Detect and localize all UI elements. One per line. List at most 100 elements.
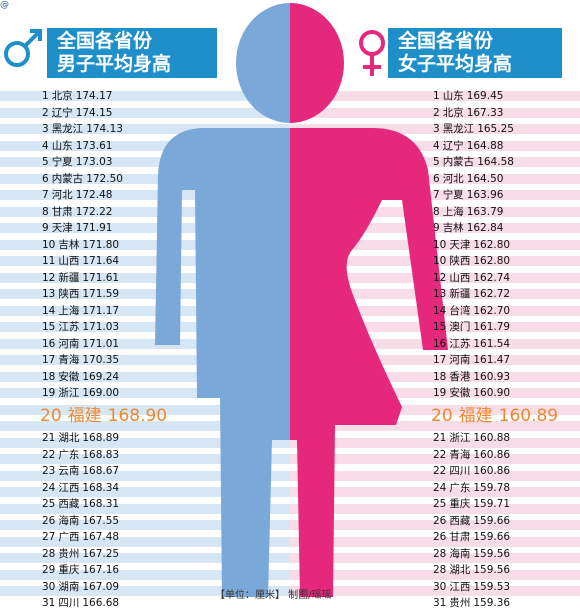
male-row-stripe [0, 157, 290, 167]
height-value: 171.03 [82, 321, 120, 333]
male-rank-row: 16 河南 171.01 [42, 338, 122, 350]
province-name: 江苏 [449, 337, 471, 350]
province-name: 澳门 [449, 321, 471, 333]
male-rank-row: 11 山西 171.64 [42, 255, 122, 267]
height-value: 162.84 [466, 222, 504, 234]
female-rank-row: 22 四川 160.86 [433, 465, 513, 477]
province-name: 湖北 [58, 432, 80, 444]
province-name: 安徽 [449, 387, 471, 399]
rank-number: 21 [42, 432, 56, 444]
male-row-stripe [0, 305, 290, 316]
rank-number: 16 [433, 337, 447, 350]
female-rank-row: 6 河北 164.50 [433, 173, 506, 185]
province-name: 陕西 [58, 288, 80, 300]
male-rank-row: 3 黑龙江 174.13 [42, 123, 126, 135]
male-row-stripe [0, 536, 290, 547]
female-row-stripe [290, 487, 580, 497]
rank-number: 10 [433, 238, 447, 251]
province-name: 河南 [449, 354, 471, 366]
height-value: 167.16 [82, 564, 120, 576]
height-value: 168.34 [82, 481, 120, 494]
height-value: 171.80 [82, 238, 120, 251]
height-value: 160.88 [473, 432, 511, 444]
height-value: 170.35 [82, 354, 120, 366]
rank-number: 26 [42, 514, 56, 527]
rank-number: 3 [433, 123, 440, 135]
height-value: 169.45 [466, 90, 504, 102]
rank-number: 24 [42, 481, 56, 494]
rank-number: 16 [42, 337, 56, 350]
height-value: 173.03 [75, 156, 113, 168]
male-header: 全国各省份 男子平均身高 [47, 28, 217, 78]
female-row-stripe [290, 503, 580, 514]
female-rank-row: 14 台湾 162.70 [433, 305, 513, 317]
female-row-stripe [290, 371, 580, 382]
male-row-stripe [0, 107, 290, 118]
height-value: 169.00 [82, 387, 120, 399]
female-rank-row: 17 河南 161.47 [433, 354, 513, 366]
province-name: 青海 [449, 448, 471, 461]
female-row-stripe [290, 520, 580, 530]
female-row-stripe [290, 553, 580, 563]
male-rank-row: 1 北京 174.17 [42, 90, 115, 102]
rank-number: 13 [433, 288, 447, 300]
rank-number: 31 [42, 597, 56, 608]
rank-number: 12 [433, 271, 447, 284]
height-value: 162.70 [473, 304, 511, 317]
height-value: 168.67 [82, 465, 120, 477]
male-row-stripe [0, 239, 290, 250]
male-rank-row: 22 广东 168.83 [42, 449, 122, 461]
province-name: 北京 [442, 106, 464, 119]
female-rank-row: 7 宁夏 163.96 [433, 189, 506, 201]
province-name: 福建 [67, 405, 102, 426]
province-name: 上海 [442, 205, 464, 218]
province-name: 陕西 [449, 255, 471, 267]
male-row-stripe [0, 586, 290, 596]
male-rank-row: 25 西藏 168.31 [42, 498, 122, 510]
female-rank-row: 10 天津 162.80 [433, 239, 513, 251]
female-row-stripe [290, 569, 580, 580]
female-row-stripe [290, 355, 580, 365]
province-name: 山西 [449, 271, 471, 284]
height-value: 174.17 [75, 90, 113, 102]
province-name: 云南 [58, 465, 80, 477]
height-value: 171.59 [82, 288, 120, 300]
height-value: 164.88 [466, 139, 504, 152]
female-row-stripe [290, 404, 580, 415]
male-row-stripe [0, 91, 290, 101]
rank-number: 6 [42, 172, 49, 185]
province-name: 山东 [442, 90, 464, 102]
province-name: 内蒙古 [51, 172, 84, 185]
province-name: 香港 [449, 370, 471, 383]
female-row-stripe [290, 437, 580, 448]
rank-number: 22 [42, 448, 56, 461]
height-value: 160.93 [473, 370, 511, 383]
male-rank-row: 29 重庆 167.16 [42, 564, 122, 576]
male-row-stripe [0, 338, 290, 349]
rank-number: 2 [42, 106, 49, 119]
rank-number: 18 [42, 370, 56, 383]
male-row-stripe [0, 322, 290, 332]
male-rank-row: 31 四川 166.68 [42, 597, 122, 608]
female-rank-row: 2 北京 167.33 [433, 107, 506, 119]
province-name: 广西 [58, 531, 80, 543]
male-rank-row: 4 山东 173.61 [42, 140, 115, 152]
male-rank-row: 13 陕西 171.59 [42, 288, 122, 300]
rank-number: 10 [433, 255, 447, 267]
female-rank-row: 24 广东 159.78 [433, 482, 513, 494]
rank-number: 22 [433, 465, 447, 477]
rank-number: 20 [431, 405, 453, 426]
province-name: 青海 [58, 354, 80, 366]
height-value: 167.33 [466, 106, 504, 119]
province-name: 河南 [58, 337, 80, 350]
province-name: 重庆 [449, 498, 471, 510]
male-rank-row: 17 青海 170.35 [42, 354, 122, 366]
province-name: 天津 [51, 222, 73, 234]
rank-number: 2 [433, 106, 440, 119]
female-rank-row: 5 内蒙古 164.58 [433, 156, 517, 168]
height-value: 168.83 [82, 448, 120, 461]
province-name: 广东 [58, 448, 80, 461]
province-name: 吉林 [58, 238, 80, 251]
height-value: 174.13 [86, 123, 123, 135]
credit-line: 【单位：厘米】 制图/瑶瑶 [215, 590, 332, 601]
